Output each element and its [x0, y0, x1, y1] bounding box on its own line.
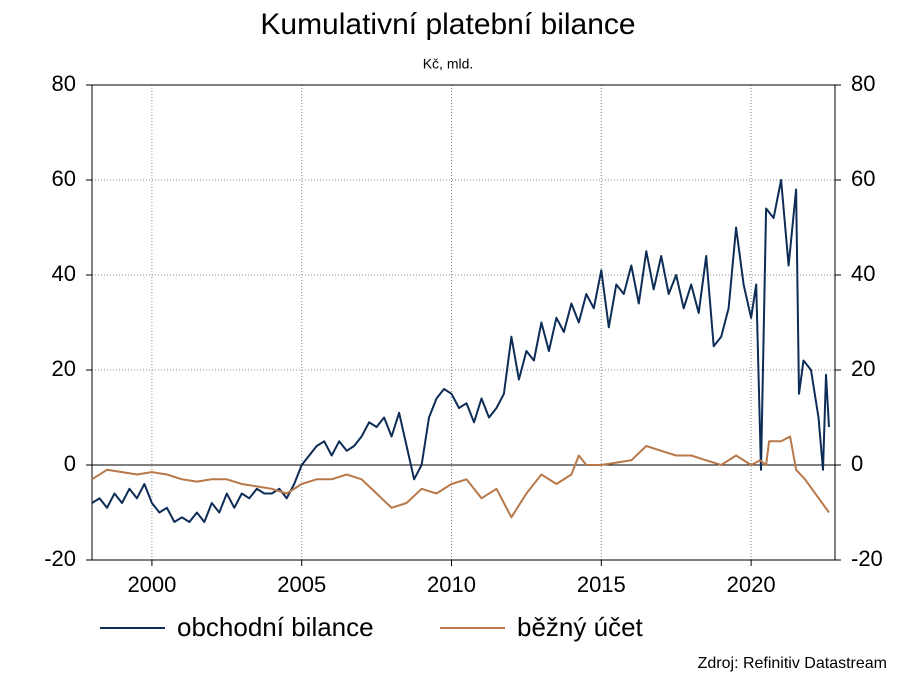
legend-label: běžný účet: [517, 612, 644, 642]
series-line: [91, 179, 830, 523]
x-tick-label: 2000: [127, 572, 176, 597]
chart-subtitle: Kč, mld.: [423, 56, 474, 72]
y2-tick-label: -20: [851, 546, 883, 571]
legend-label: obchodní bilance: [177, 612, 374, 642]
chart-title: Kumulativní platební bilance: [260, 8, 635, 41]
y-tick-label: 60: [52, 166, 76, 191]
source-note: Zdroj: Refinitiv Datastream: [698, 655, 887, 672]
y2-tick-label: 20: [851, 356, 875, 381]
y-tick-label: 20: [52, 356, 76, 381]
plot-frame: [91, 84, 836, 561]
y-tick-label: 80: [52, 71, 76, 96]
y2-tick-label: 40: [851, 261, 875, 286]
x-tick-label: 2005: [277, 572, 326, 597]
x-tick-label: 2010: [427, 572, 476, 597]
y-tick-label: -20: [44, 546, 76, 571]
series-line: [91, 435, 830, 519]
y2-tick-label: 60: [851, 166, 875, 191]
y2-tick-label: 0: [851, 451, 863, 476]
y2-tick-label: 80: [851, 71, 875, 96]
x-tick-label: 2020: [727, 572, 776, 597]
y-tick-label: 0: [64, 451, 76, 476]
y-tick-label: 40: [52, 261, 76, 286]
x-tick-label: 2015: [577, 572, 626, 597]
